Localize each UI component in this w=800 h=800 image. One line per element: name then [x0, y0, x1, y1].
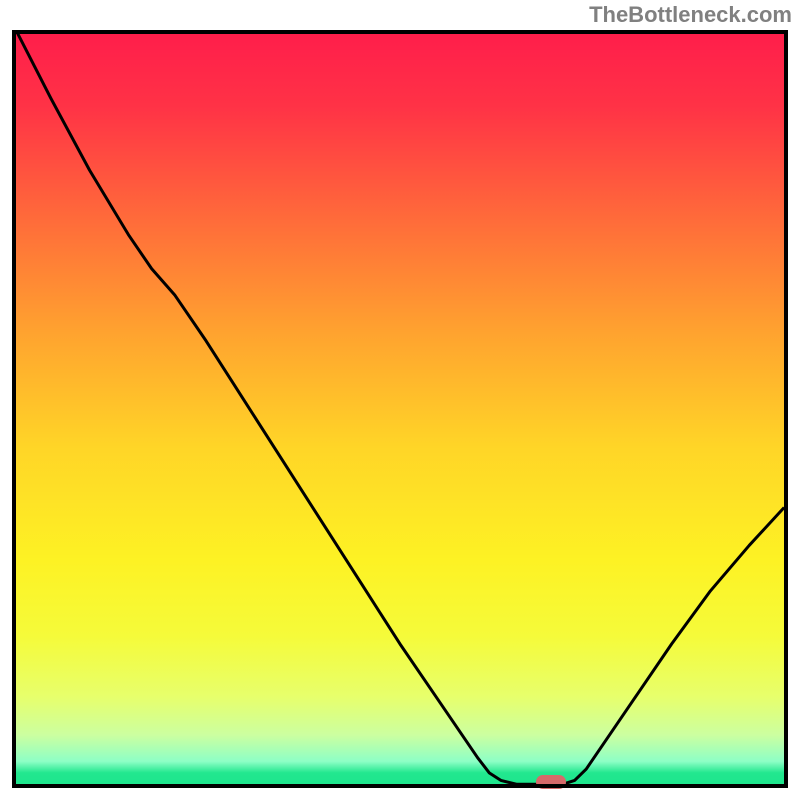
chart-container: TheBottleneck.com: [0, 0, 800, 800]
plot-area: [12, 30, 788, 788]
plot-background-gradient: [12, 30, 788, 788]
optimal-point-marker: [536, 775, 566, 789]
watermark-text: TheBottleneck.com: [589, 2, 792, 28]
